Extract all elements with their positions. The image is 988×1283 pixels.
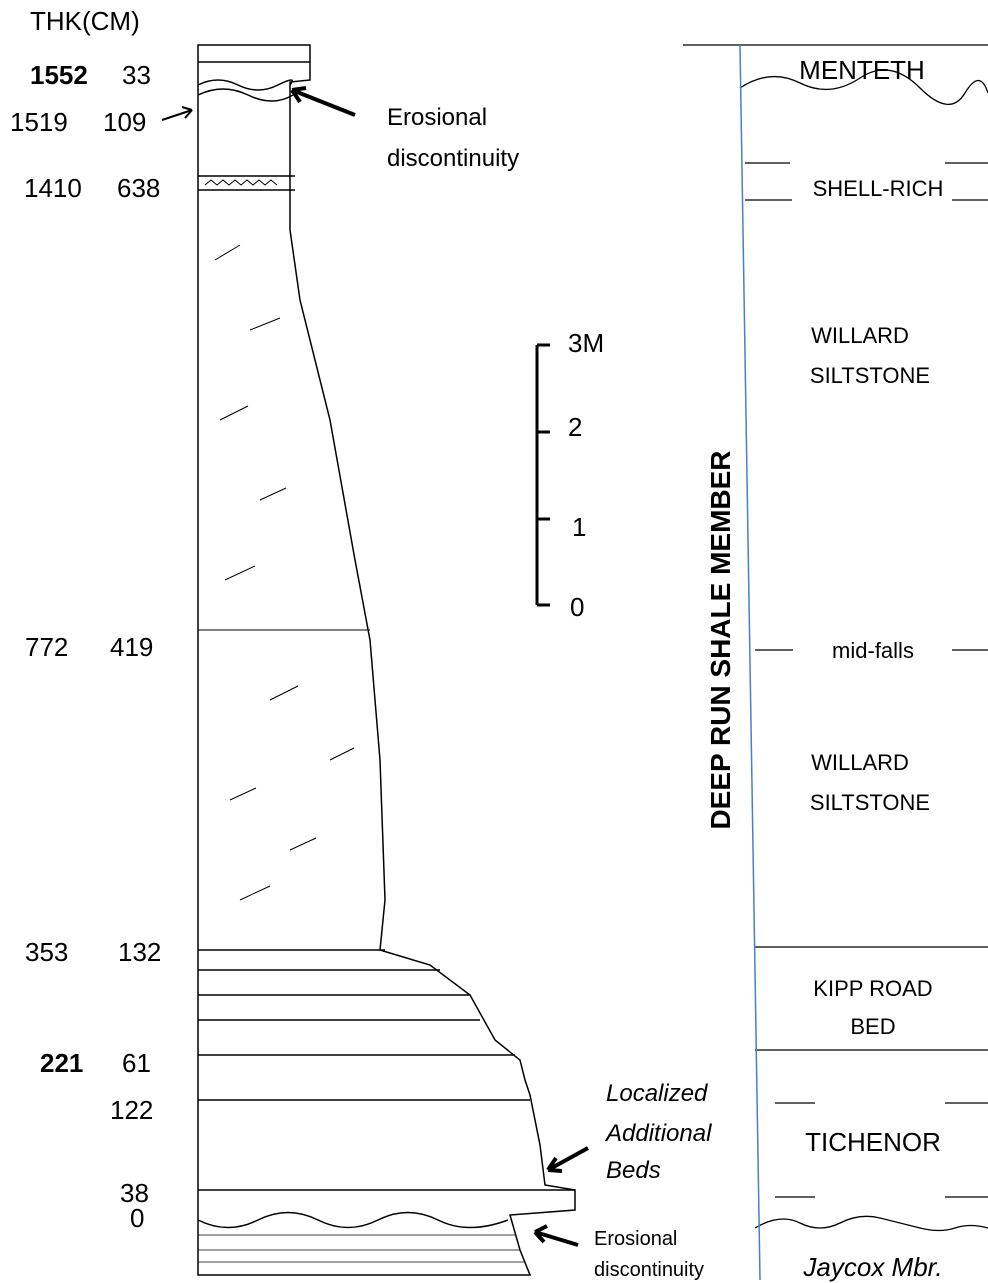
unit: SILTSTONE	[810, 363, 930, 388]
scale-tick: 1	[572, 512, 586, 542]
bed-thk: 33	[122, 60, 151, 90]
member-line	[740, 45, 760, 1280]
scale-tick: 2	[568, 412, 582, 442]
bed-thk: 122	[110, 1095, 153, 1125]
cum-thk: 1410	[24, 173, 82, 203]
annotation: Erosional	[387, 104, 487, 131]
unit: BED	[850, 1014, 895, 1039]
cum-thk: 221	[40, 1048, 83, 1078]
bed-thk: 638	[117, 173, 160, 203]
thickness-labels: 1552 33 1519 109 1410 638 772 419 353 13…	[10, 60, 161, 1233]
cum-thk: 1552	[30, 60, 88, 90]
unit: MENTETH	[799, 55, 925, 85]
cum-thk: 772	[25, 632, 68, 662]
member-label: DEEP RUN SHALE MEMBER	[705, 450, 736, 829]
annotation: Beds	[606, 1157, 661, 1184]
bed-thk: 61	[122, 1048, 151, 1078]
bed-thk: 419	[110, 632, 153, 662]
unit: SHELL-RICH	[813, 176, 944, 201]
annotation: Additional	[604, 1120, 712, 1147]
annotation: Erosional	[594, 1228, 677, 1250]
scale-tick: 0	[570, 592, 584, 622]
unit: KIPP ROAD	[813, 976, 932, 1001]
bed-thk: 0	[130, 1203, 144, 1233]
scale-tick: 3M	[568, 328, 604, 358]
cum-thk: 1519	[10, 107, 68, 137]
bed-thk: 132	[118, 937, 161, 967]
annotation: discontinuity	[387, 145, 519, 172]
unit: WILLARD	[811, 323, 909, 348]
unit: Jaycox Mbr.	[802, 1252, 942, 1282]
annotation: Localized	[606, 1080, 708, 1107]
diagram: THK(CM) 1552 33 1519 109 1410 638 772 41…	[0, 0, 988, 1283]
title: THK(CM)	[30, 6, 140, 36]
bed-thk: 109	[103, 107, 146, 137]
annotation: discontinuity	[594, 1259, 704, 1281]
unit: mid-falls	[832, 638, 914, 663]
strat-column	[198, 45, 575, 1275]
unit: WILLARD	[811, 750, 909, 775]
unit: TICHENOR	[805, 1127, 941, 1157]
cum-thk: 353	[25, 937, 68, 967]
units: MENTETH SHELL-RICH WILLARD SILTSTONE mid…	[799, 55, 943, 1282]
scale-labels: 3M 2 1 0	[568, 328, 604, 622]
scale-bar	[537, 345, 550, 605]
unit: SILTSTONE	[810, 790, 930, 815]
